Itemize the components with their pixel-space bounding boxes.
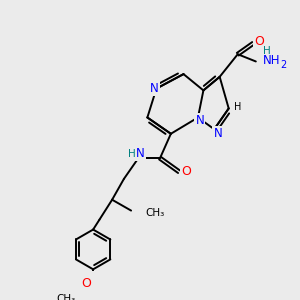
Text: NH: NH bbox=[263, 54, 281, 67]
Text: O: O bbox=[181, 165, 191, 178]
Text: N: N bbox=[214, 127, 222, 140]
Text: H: H bbox=[263, 46, 271, 56]
Text: H: H bbox=[234, 102, 242, 112]
Text: CH₃: CH₃ bbox=[56, 294, 76, 300]
Text: N: N bbox=[150, 82, 159, 95]
Text: 2: 2 bbox=[280, 60, 286, 70]
Text: N: N bbox=[136, 147, 145, 160]
Text: H: H bbox=[128, 148, 136, 159]
Text: N: N bbox=[195, 114, 204, 127]
Text: CH₃: CH₃ bbox=[146, 208, 165, 218]
Text: O: O bbox=[81, 277, 91, 290]
Text: O: O bbox=[254, 35, 264, 48]
